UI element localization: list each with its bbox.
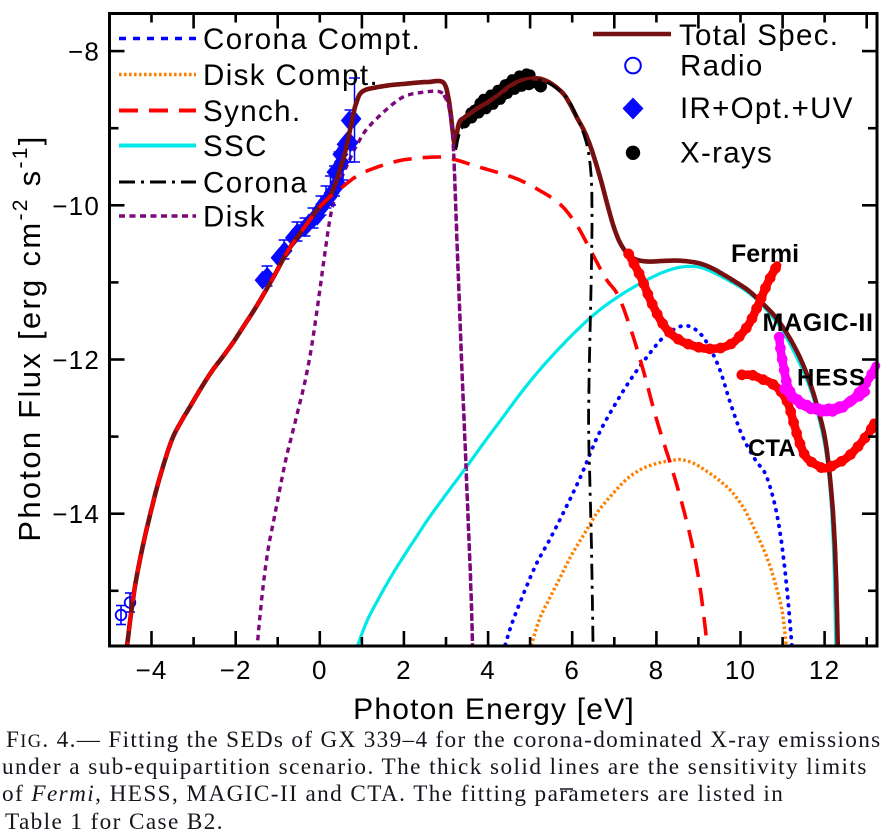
svg-text:Photon Energy [eV]: Photon Energy [eV]	[353, 693, 635, 726]
svg-text:−4: −4	[135, 655, 167, 685]
svg-text:X-rays: X-rays	[680, 137, 773, 170]
svg-text:−2: −2	[220, 655, 252, 685]
svg-text:6: 6	[564, 655, 580, 685]
svg-text:10: 10	[725, 655, 756, 685]
svg-text:2: 2	[396, 655, 412, 685]
svg-text:−12: −12	[52, 345, 100, 375]
svg-text:SSC: SSC	[203, 130, 268, 163]
svg-text:Photon Flux [erg cm-2 s-1]: Photon Flux [erg cm-2 s-1]	[9, 134, 47, 541]
svg-text:−8: −8	[68, 37, 100, 67]
svg-text:Total Spec.: Total Spec.	[679, 19, 839, 52]
svg-text:4: 4	[480, 655, 496, 685]
svg-text:12: 12	[809, 655, 840, 685]
svg-text:of Fermi, HESS, MAGIC-II and C: of Fermi, HESS, MAGIC-II and CTA. The fi…	[2, 781, 784, 807]
svg-text:HESS: HESS	[797, 365, 866, 392]
svg-text:Disk: Disk	[203, 201, 266, 234]
svg-text:CTA: CTA	[748, 435, 796, 462]
svg-text:−10: −10	[52, 191, 100, 221]
svg-text:Radio: Radio	[680, 50, 764, 83]
svg-text:8: 8	[649, 655, 665, 685]
svg-text:FIG. 4.— Fitting the SEDs of G: FIG. 4.— Fitting the SEDs of GX 339–4 fo…	[6, 727, 882, 753]
svg-text:Disk Compt.: Disk Compt.	[203, 59, 379, 92]
svg-text:Synch.: Synch.	[203, 95, 302, 128]
svg-text:Corona Compt.: Corona Compt.	[203, 23, 421, 56]
svg-text:Corona: Corona	[203, 167, 308, 200]
svg-text:Fermi: Fermi	[731, 240, 799, 268]
svg-text:0: 0	[312, 655, 328, 685]
svg-text:−14: −14	[52, 499, 100, 529]
svg-text:under a sub-equipartition scen: under a sub-equipartition scenario. The …	[2, 754, 868, 780]
svg-text:Table 1 for Case B2.: Table 1 for Case B2.	[5, 809, 224, 835]
svg-text:MAGIC-II: MAGIC-II	[763, 309, 874, 337]
svg-text:IR+Opt.+UV: IR+Opt.+UV	[680, 92, 854, 125]
